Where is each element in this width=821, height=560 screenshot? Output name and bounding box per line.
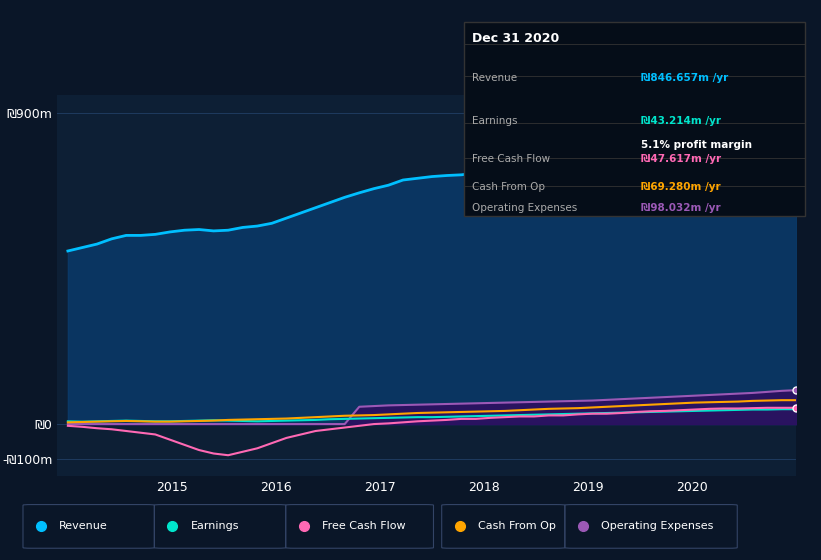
Text: Dec 31 2020: Dec 31 2020 xyxy=(472,32,559,45)
Text: Free Cash Flow: Free Cash Flow xyxy=(322,521,406,531)
Text: Operating Expenses: Operating Expenses xyxy=(472,203,577,213)
Text: ₪98.032m /yr: ₪98.032m /yr xyxy=(641,203,721,213)
Text: ₪69.280m /yr: ₪69.280m /yr xyxy=(641,183,721,193)
Text: Earnings: Earnings xyxy=(190,521,239,531)
Text: Earnings: Earnings xyxy=(472,116,517,126)
Text: Free Cash Flow: Free Cash Flow xyxy=(472,155,550,165)
Text: Operating Expenses: Operating Expenses xyxy=(601,521,713,531)
Text: ₪846.657m /yr: ₪846.657m /yr xyxy=(641,73,728,83)
Text: ₪47.617m /yr: ₪47.617m /yr xyxy=(641,155,721,165)
Text: Cash From Op: Cash From Op xyxy=(478,521,556,531)
Text: Cash From Op: Cash From Op xyxy=(472,183,545,193)
Text: ₪43.214m /yr: ₪43.214m /yr xyxy=(641,116,721,126)
Text: Revenue: Revenue xyxy=(472,73,517,83)
Text: 5.1% profit margin: 5.1% profit margin xyxy=(641,140,752,150)
Text: Revenue: Revenue xyxy=(59,521,108,531)
